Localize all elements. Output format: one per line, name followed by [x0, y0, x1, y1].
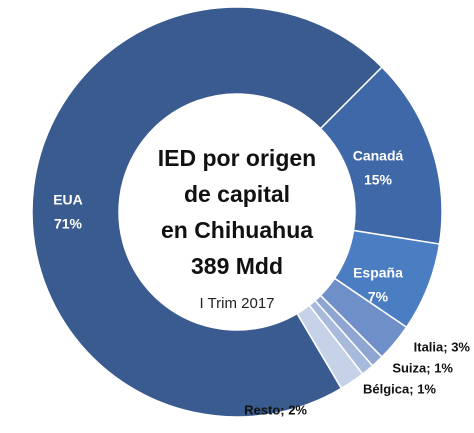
- chart-subtitle: I Trim 2017: [199, 295, 274, 312]
- value-label: 71%: [54, 216, 83, 232]
- value-label: Bélgica; 1%: [363, 381, 436, 396]
- category-label: España: [353, 265, 403, 281]
- value-label: Suiza; 1%: [392, 360, 453, 375]
- chart-title: IED por origen: [158, 145, 316, 171]
- category-label: EUA: [53, 192, 83, 208]
- value-label: Resto; 2%: [244, 402, 307, 417]
- chart-title: de capital: [184, 181, 290, 207]
- donut-slice: [31, 6, 384, 418]
- value-label: 15%: [364, 172, 393, 188]
- chart-title: en Chihuahua: [161, 217, 313, 243]
- value-label: Italia; 3%: [414, 339, 471, 354]
- chart-title: 389 Mdd: [191, 253, 283, 279]
- category-label: Canadá: [353, 148, 404, 164]
- value-label: 7%: [368, 289, 389, 305]
